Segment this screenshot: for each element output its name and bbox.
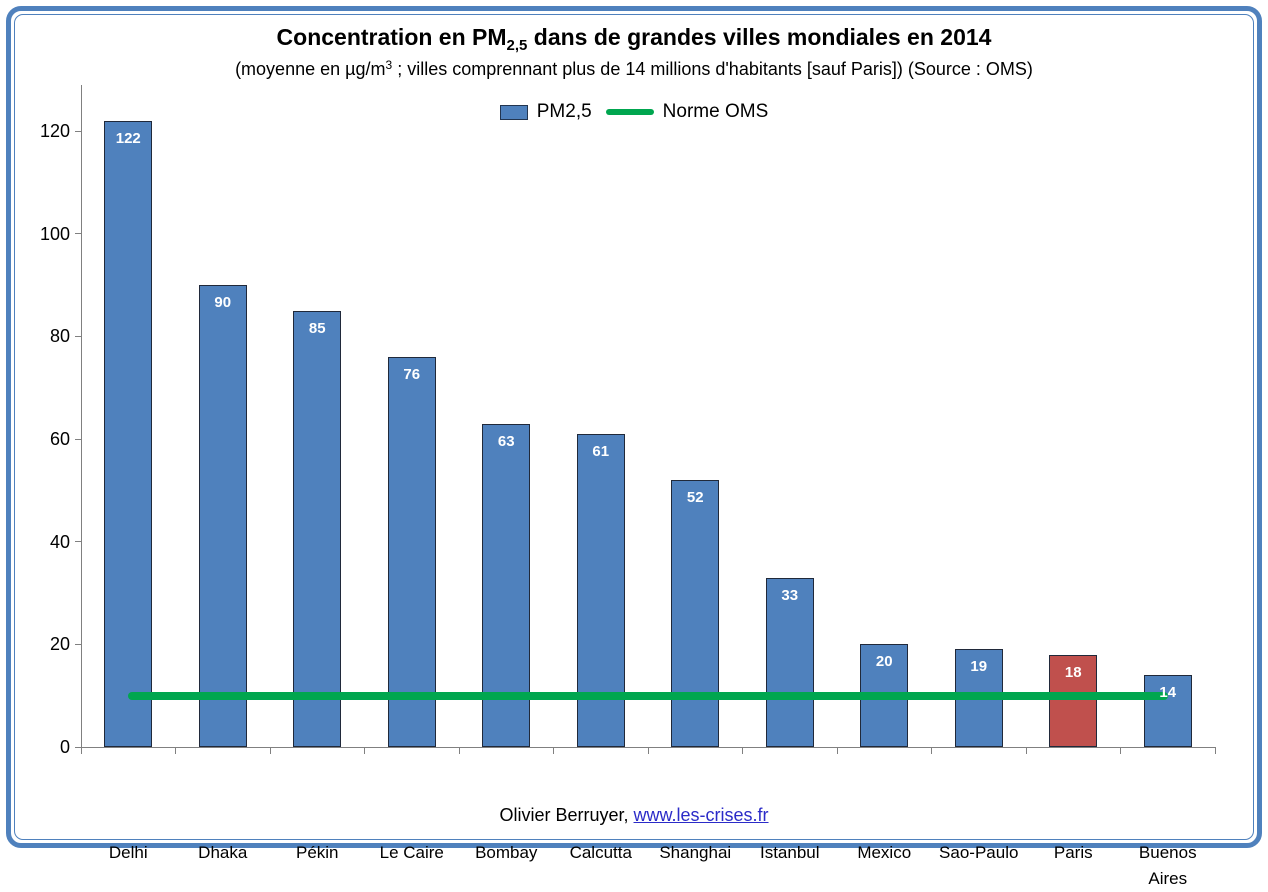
bar-value-buenos-aires: 14	[1144, 684, 1192, 701]
footer: Olivier Berruyer, www.les-crises.fr	[0, 805, 1268, 826]
x-axis-label-dhaka: Dhaka	[181, 840, 265, 866]
pm25-series-swatch-icon	[500, 105, 528, 120]
chart-subtitle: (moyenne en µg/m3 ; villes comprennant p…	[0, 58, 1268, 80]
x-axis-tick-12	[1215, 748, 1216, 754]
y-axis-tick-20	[75, 644, 81, 645]
y-axis-label-0: 0	[10, 738, 70, 756]
x-axis	[81, 747, 1216, 748]
norme-oms-line-icon	[606, 109, 654, 115]
x-axis-tick-8	[837, 748, 838, 754]
bar-value-istanbul: 33	[766, 587, 814, 604]
x-axis-label-le-caire: Le Caire	[370, 840, 454, 866]
legend-label-norme-oms: Norme OMS	[663, 101, 769, 123]
y-axis-tick-60	[75, 439, 81, 440]
x-axis-tick-11	[1120, 748, 1121, 754]
y-axis-label-20: 20	[10, 635, 70, 653]
chart-title-suffix: dans de grandes villes mondiales en 2014	[527, 24, 991, 50]
y-axis-label-40: 40	[10, 533, 70, 551]
chart-title-subscript: 2,5	[507, 37, 528, 54]
x-axis-label-calcutta: Calcutta	[559, 840, 643, 866]
legend-item-pm25: PM2,5	[500, 101, 592, 123]
y-axis-label-100: 100	[10, 225, 70, 243]
bar-calcutta	[577, 434, 625, 747]
x-axis-tick-3	[364, 748, 365, 754]
x-axis-label-bombay: Bombay	[464, 840, 548, 866]
bar-value-dhaka: 90	[199, 294, 247, 311]
bar-value-shanghai: 52	[671, 489, 719, 506]
legend-item-norme-oms: Norme OMS	[606, 101, 769, 123]
x-axis-tick-4	[459, 748, 460, 754]
x-axis-label-mexico: Mexico	[842, 840, 926, 866]
chart-subtitle-prefix: (moyenne en µg/m	[235, 59, 385, 79]
chart-title-prefix: Concentration en PM	[277, 24, 507, 50]
bar-value-sao-paulo: 19	[955, 658, 1003, 675]
bar-value-paris: 18	[1049, 664, 1097, 681]
y-axis-label-80: 80	[10, 327, 70, 345]
y-axis-label-120: 120	[10, 122, 70, 140]
footer-link[interactable]: www.les-crises.fr	[634, 805, 769, 825]
y-axis-label-60: 60	[10, 430, 70, 448]
x-axis-tick-0	[81, 748, 82, 754]
chart-title: Concentration en PM2,5 dans de grandes v…	[0, 24, 1268, 54]
x-axis-label-buenos-aires: Buenos Aires	[1126, 840, 1210, 892]
bar-value-calcutta: 61	[577, 443, 625, 460]
norme-oms-line	[128, 692, 1168, 700]
bar-value-le-caire: 76	[388, 366, 436, 383]
x-axis-tick-7	[742, 748, 743, 754]
legend-label-pm25: PM2,5	[537, 101, 592, 123]
bar-value-delhi: 122	[104, 130, 152, 147]
x-axis-tick-6	[648, 748, 649, 754]
y-axis-tick-120	[75, 131, 81, 132]
bar-delhi	[104, 121, 152, 747]
bar-le-caire	[388, 357, 436, 747]
y-axis-tick-40	[75, 541, 81, 542]
y-axis-tick-100	[75, 233, 81, 234]
y-axis	[81, 85, 82, 747]
x-axis-label-sao-paulo: Sao-Paulo	[937, 840, 1021, 866]
x-axis-label-paris: Paris	[1031, 840, 1115, 866]
x-axis-label-istanbul: Istanbul	[748, 840, 832, 866]
footer-author: Olivier Berruyer,	[499, 805, 628, 825]
x-axis-tick-10	[1026, 748, 1027, 754]
bar-dhaka	[199, 285, 247, 747]
bar-shanghai	[671, 480, 719, 747]
bar-value-mexico: 20	[860, 653, 908, 670]
bar-pékin	[293, 311, 341, 747]
chart-subtitle-suffix: ; villes comprennant plus de 14 millions…	[392, 59, 1033, 79]
x-axis-tick-1	[175, 748, 176, 754]
chart-legend: PM2,5 Norme OMS	[0, 101, 1268, 123]
bar-value-bombay: 63	[482, 433, 530, 450]
y-axis-tick-80	[75, 336, 81, 337]
bar-value-pékin: 85	[293, 320, 341, 337]
x-axis-label-pékin: Pékin	[275, 840, 359, 866]
x-axis-tick-9	[931, 748, 932, 754]
x-axis-tick-5	[553, 748, 554, 754]
x-axis-label-shanghai: Shanghai	[653, 840, 737, 866]
x-axis-label-delhi: Delhi	[86, 840, 170, 866]
x-axis-tick-2	[270, 748, 271, 754]
